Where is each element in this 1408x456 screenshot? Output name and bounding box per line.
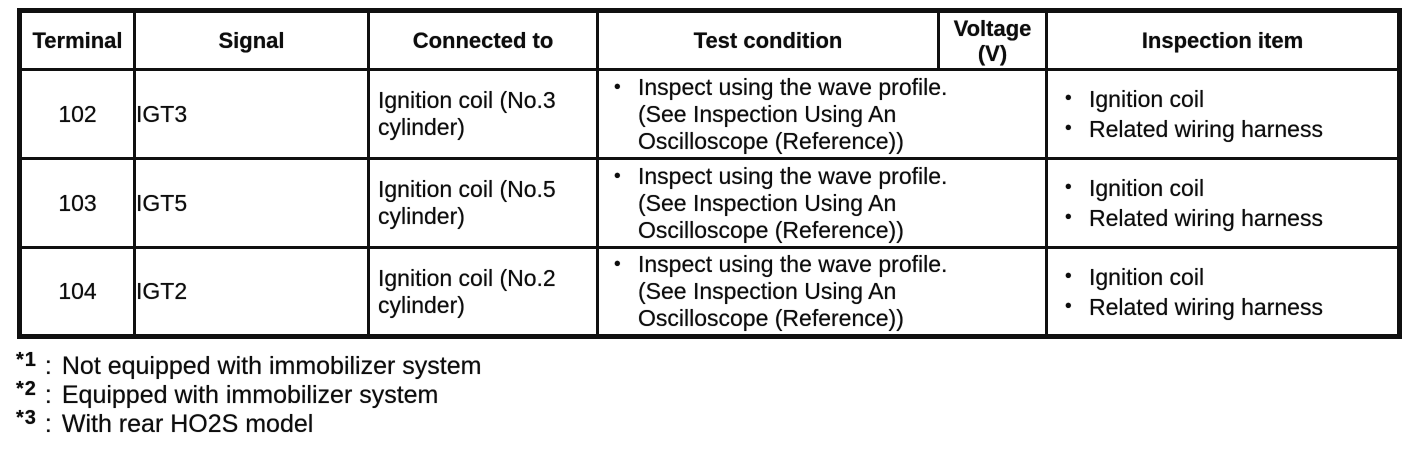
inspection-item-text: Ignition coil bbox=[1089, 175, 1205, 201]
inspection-item-cell: • Ignition coil • Related wiring harness bbox=[1045, 68, 1401, 160]
table-row: 104 IGT2 Ignition coil (No.2 cylinder) •… bbox=[18, 246, 1401, 338]
test-condition-cell: • Inspect using the wave profile. (See I… bbox=[596, 68, 1048, 160]
inspection-item: • Related wiring harness bbox=[1050, 292, 1397, 322]
connected-to-text: Ignition coil (No.3 cylinder) bbox=[378, 87, 556, 140]
terminal-cell: 103 bbox=[18, 157, 136, 249]
col-header-connected-to: Connected to bbox=[367, 9, 599, 71]
terminal-cell: 104 bbox=[18, 246, 136, 338]
connected-to-cell: Ignition coil (No.3 cylinder) bbox=[367, 68, 599, 160]
table-row: 102 IGT3 Ignition coil (No.3 cylinder) •… bbox=[18, 68, 1401, 160]
voltage-header-line1: Voltage bbox=[953, 15, 1032, 41]
footnote-marker: *2 bbox=[16, 378, 37, 400]
inspection-item-cell: • Ignition coil • Related wiring harness bbox=[1045, 246, 1401, 338]
table-header-row: Terminal Signal Connected to Test condit… bbox=[18, 9, 1401, 71]
signal-cell: IGT3 bbox=[133, 68, 370, 160]
inspection-item: • Ignition coil bbox=[1050, 173, 1397, 203]
footnote-text: With rear HO2S model bbox=[61, 410, 314, 438]
footnote: *2: Equipped with immobilizer system bbox=[16, 378, 481, 410]
test-condition-text: Inspect using the wave profile. (See Ins… bbox=[638, 251, 948, 331]
inspection-item-text: Ignition coil bbox=[1089, 263, 1205, 290]
footnote-marker: *1 bbox=[16, 349, 37, 371]
footnote: *3: With rear HO2S model bbox=[16, 407, 481, 439]
signal-cell: IGT2 bbox=[133, 246, 370, 338]
test-condition-item: • Inspect using the wave profile. (See I… bbox=[601, 73, 1044, 155]
col-header-test-condition: Test condition bbox=[596, 9, 940, 71]
footnote-marker: *3 bbox=[16, 407, 37, 429]
connected-to-text: Ignition coil (No.5 cylinder) bbox=[378, 176, 556, 229]
test-condition-item: • Inspect using the wave profile. (See I… bbox=[601, 162, 1044, 244]
bullet-icon: • bbox=[614, 165, 621, 187]
bullet-icon: • bbox=[1065, 295, 1072, 317]
inspection-item-text: Related wiring harness bbox=[1089, 116, 1323, 142]
bullet-icon: • bbox=[1065, 118, 1072, 139]
col-header-terminal: Terminal bbox=[18, 9, 136, 71]
connected-to-cell: Ignition coil (No.5 cylinder) bbox=[367, 157, 599, 249]
footnote-separator: : bbox=[44, 410, 52, 438]
col-header-voltage: Voltage (V) bbox=[937, 9, 1048, 71]
col-header-inspection-item: Inspection item bbox=[1045, 9, 1401, 71]
footnote: *1: Not equipped with immobilizer system bbox=[16, 349, 482, 381]
footnote-separator: : bbox=[44, 352, 52, 380]
test-condition-item: • Inspect using the wave profile. (See I… bbox=[601, 251, 1044, 332]
bullet-icon: • bbox=[1065, 88, 1072, 109]
footnote-text: Equipped with immobilizer system bbox=[61, 381, 439, 409]
inspection-item: • Ignition coil bbox=[1050, 262, 1397, 292]
bullet-icon: • bbox=[614, 254, 621, 275]
test-condition-cell: • Inspect using the wave profile. (See I… bbox=[596, 157, 1048, 249]
test-condition-text: Inspect using the wave profile. (See Ins… bbox=[638, 162, 948, 243]
footnotes: *1: Not equipped with immobilizer system … bbox=[16, 349, 482, 439]
table-row: 103 IGT5 Ignition coil (No.5 cylinder) •… bbox=[18, 157, 1401, 249]
test-condition-text: Inspect using the wave profile. (See Ins… bbox=[638, 73, 948, 154]
inspection-item-text: Ignition coil bbox=[1089, 86, 1205, 112]
voltage-header-line2: (V) bbox=[977, 40, 1008, 66]
bullet-icon: • bbox=[1065, 207, 1072, 228]
inspection-item-text: Related wiring harness bbox=[1089, 205, 1323, 231]
inspection-item: • Related wiring harness bbox=[1050, 114, 1397, 144]
terminal-cell: 102 bbox=[18, 68, 136, 160]
ecu-terminal-table: Terminal Signal Connected to Test condit… bbox=[17, 8, 1402, 339]
inspection-item: • Related wiring harness bbox=[1050, 203, 1397, 233]
signal-cell: IGT5 bbox=[133, 157, 370, 249]
connected-to-text: Ignition coil (No.2 cylinder) bbox=[378, 264, 556, 318]
inspection-item-text: Related wiring harness bbox=[1089, 293, 1323, 320]
test-condition-cell: • Inspect using the wave profile. (See I… bbox=[596, 246, 1048, 338]
col-header-signal: Signal bbox=[133, 9, 370, 71]
bullet-icon: • bbox=[1065, 177, 1072, 198]
connected-to-cell: Ignition coil (No.2 cylinder) bbox=[367, 246, 599, 338]
inspection-item-cell: • Ignition coil • Related wiring harness bbox=[1045, 157, 1401, 249]
bullet-icon: • bbox=[614, 76, 621, 98]
footnote-text: Not equipped with immobilizer system bbox=[61, 352, 482, 380]
inspection-item: • Ignition coil bbox=[1050, 84, 1397, 114]
footnote-separator: : bbox=[44, 381, 52, 409]
bullet-icon: • bbox=[1065, 265, 1072, 287]
